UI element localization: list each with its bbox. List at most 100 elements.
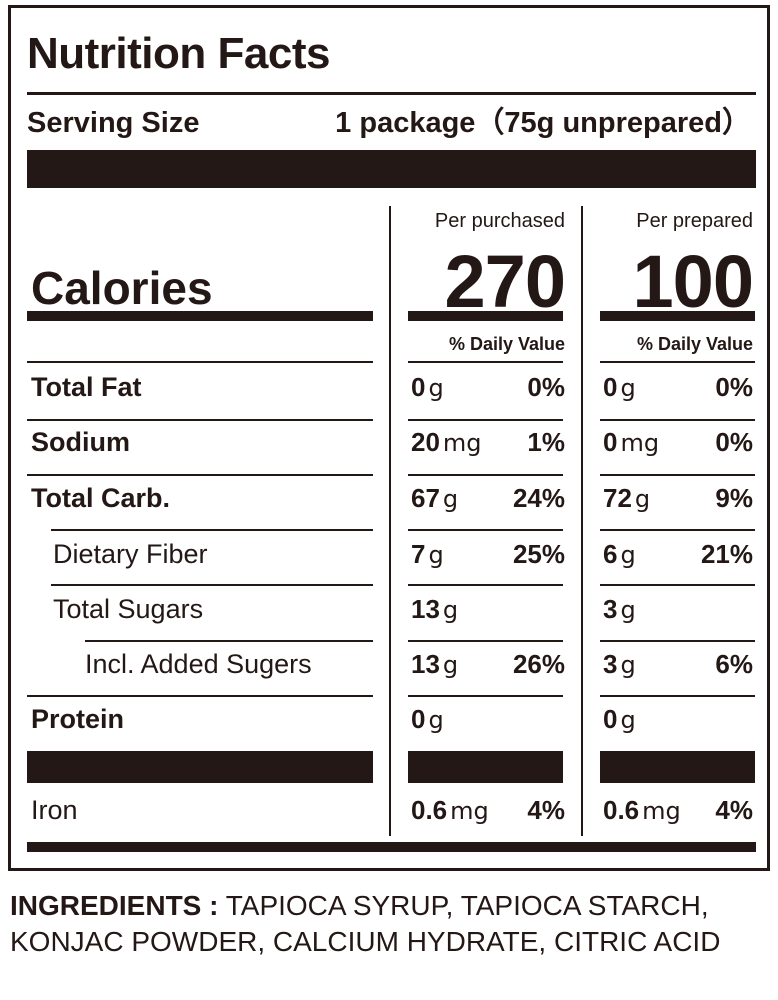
calories-bar-purchased	[408, 311, 563, 321]
amount-purchased: 0.6 mg	[411, 793, 489, 828]
nutrient-name: Total Sugars	[53, 594, 204, 624]
row-divider-purchased	[408, 695, 563, 697]
row-divider-prepared	[600, 361, 755, 363]
thick-divider-minerals-left	[27, 751, 373, 783]
daily-value-purchased: 1%	[527, 427, 565, 457]
amount-value: 0.6	[603, 795, 640, 825]
daily-value-prepared: 0%	[715, 372, 753, 402]
column-header-purchased: Per purchased	[434, 210, 565, 232]
amount-value: 0	[603, 704, 618, 734]
row-divider-left	[51, 584, 373, 586]
amount-value: 13	[411, 594, 440, 624]
row-divider-purchased	[408, 361, 563, 363]
amount-value: 3	[603, 594, 618, 624]
amount-value: 0.6	[411, 795, 448, 825]
daily-value-purchased: 25%	[512, 539, 565, 569]
row-divider-left	[27, 474, 373, 476]
amount-purchased: 13 g	[411, 592, 458, 627]
amount-value: 72	[603, 483, 632, 513]
nutrient-name: Total Fat	[31, 372, 142, 402]
daily-value-header-prepared: % Daily Value	[636, 334, 753, 354]
calories-purchased: 270	[444, 240, 566, 323]
daily-value-prepared: 21%	[700, 539, 753, 569]
daily-value-prepared: 6%	[715, 649, 753, 679]
thick-divider-minerals-purchased	[408, 751, 563, 783]
amount-unit: g	[428, 541, 444, 569]
thick-divider-minerals-prepared	[600, 751, 755, 783]
column-divider-left	[389, 206, 391, 836]
amount-value: 20	[411, 427, 440, 457]
amount-unit: mg	[642, 797, 681, 825]
row-divider-prepared	[600, 640, 755, 642]
amount-unit: g	[620, 374, 636, 402]
amount-purchased: 20 mg	[411, 425, 482, 460]
amount-value: 0	[603, 427, 618, 457]
row-divider-left	[27, 361, 373, 363]
calories-bar-left	[27, 311, 373, 321]
amount-unit: g	[428, 374, 444, 402]
daily-value-purchased: 0%	[527, 372, 565, 402]
daily-value-prepared: 9%	[715, 483, 753, 513]
nutrient-name: Sodium	[31, 427, 130, 457]
amount-unit: g	[442, 596, 459, 624]
calories-prepared: 100	[632, 240, 754, 323]
row-divider-purchased	[408, 640, 563, 642]
row-divider-prepared	[600, 419, 755, 421]
amount-prepared: 72 g	[603, 481, 650, 516]
nutrient-name: Protein	[31, 704, 125, 734]
amount-unit: mg	[442, 429, 482, 457]
column-divider-right	[581, 206, 583, 836]
amount-value: 13	[411, 649, 440, 679]
calories-bar-prepared	[600, 311, 755, 321]
amount-unit: g	[428, 706, 444, 734]
amount-value: 67	[411, 483, 440, 513]
ingredients-label: INGREDIENTS :	[10, 890, 219, 921]
amount-prepared: 0.6 mg	[603, 793, 681, 828]
amount-unit: mg	[620, 429, 660, 457]
amount-prepared: 0 mg	[603, 425, 659, 460]
row-divider-left	[27, 695, 373, 697]
amount-value: 3	[603, 649, 618, 679]
amount-unit: mg	[450, 797, 489, 825]
daily-value-purchased: 24%	[512, 483, 565, 513]
row-divider-purchased	[408, 529, 563, 531]
daily-value-prepared: 4%	[715, 795, 753, 825]
amount-unit: g	[442, 485, 459, 513]
row-divider-purchased	[408, 419, 563, 421]
nutrient-name: Incl. Added Sugers	[85, 649, 312, 679]
amount-value: 6	[603, 539, 618, 569]
amount-unit: g	[634, 485, 651, 513]
amount-unit: g	[620, 541, 636, 569]
amount-value: 7	[411, 539, 426, 569]
serving-size-label: Serving Size	[27, 107, 200, 139]
row-divider-left	[51, 529, 373, 531]
row-divider-prepared	[600, 474, 755, 476]
daily-value-header-purchased: % Daily Value	[448, 334, 565, 354]
calories-label: Calories	[31, 262, 213, 314]
row-divider-prepared	[600, 584, 755, 586]
row-divider-prepared	[600, 529, 755, 531]
thick-divider-top	[27, 150, 756, 188]
row-divider-left	[27, 419, 373, 421]
row-divider-purchased	[408, 474, 563, 476]
ingredients-statement: INGREDIENTS : TAPIOCA SYRUP, TAPIOCA STA…	[10, 888, 770, 960]
daily-value-prepared: 0%	[715, 427, 753, 457]
daily-value-purchased: 26%	[512, 649, 565, 679]
column-header-prepared: Per prepared	[636, 210, 753, 232]
nutrition-facts-panel: Nutrition Facts Serving Size 1 package（7…	[8, 5, 770, 871]
amount-purchased: 13 g	[411, 647, 458, 682]
thick-divider-bottom	[27, 842, 756, 852]
amount-unit: g	[620, 596, 636, 624]
serving-size-value: 1 package（75g unprepared）	[335, 107, 751, 139]
row-divider-prepared	[600, 695, 755, 697]
amount-value: 0	[603, 372, 618, 402]
amount-unit: g	[620, 706, 636, 734]
